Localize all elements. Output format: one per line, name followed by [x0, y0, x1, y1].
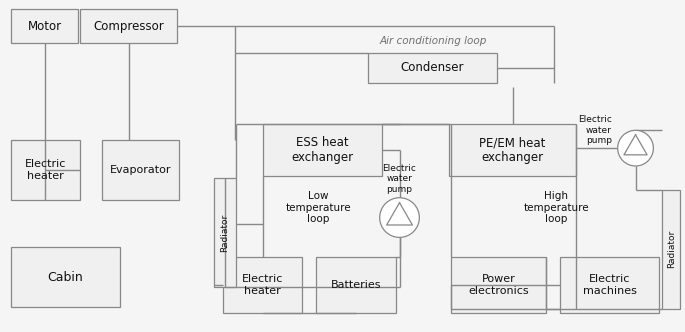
- FancyBboxPatch shape: [560, 257, 660, 313]
- Text: Compressor: Compressor: [93, 20, 164, 33]
- Text: Low
temperature
loop: Low temperature loop: [286, 191, 351, 224]
- Text: Batteries: Batteries: [331, 280, 381, 290]
- Circle shape: [618, 130, 653, 166]
- Text: Motor: Motor: [27, 20, 62, 33]
- Text: Condenser: Condenser: [401, 61, 464, 74]
- Text: Radiator: Radiator: [667, 230, 675, 269]
- FancyBboxPatch shape: [262, 124, 382, 176]
- Text: PE/EM heat
exchanger: PE/EM heat exchanger: [479, 136, 546, 164]
- Text: Electric
heater: Electric heater: [242, 274, 284, 296]
- Text: Air conditioning loop: Air conditioning loop: [379, 36, 487, 46]
- FancyBboxPatch shape: [11, 140, 80, 200]
- FancyBboxPatch shape: [80, 9, 177, 43]
- Text: Radiator: Radiator: [221, 213, 229, 252]
- FancyBboxPatch shape: [11, 9, 78, 43]
- FancyBboxPatch shape: [214, 178, 236, 287]
- FancyBboxPatch shape: [102, 140, 179, 200]
- FancyBboxPatch shape: [451, 257, 546, 313]
- FancyBboxPatch shape: [223, 257, 302, 313]
- Text: ESS heat
exchanger: ESS heat exchanger: [291, 136, 353, 164]
- Text: Electric
water
pump: Electric water pump: [383, 164, 416, 194]
- Circle shape: [379, 198, 419, 237]
- Text: Cabin: Cabin: [47, 271, 83, 284]
- FancyBboxPatch shape: [11, 247, 120, 307]
- Text: Electric
heater: Electric heater: [25, 159, 66, 181]
- FancyBboxPatch shape: [662, 190, 680, 309]
- Text: High
temperature
loop: High temperature loop: [523, 191, 589, 224]
- Text: Electric
water
pump: Electric water pump: [578, 116, 612, 145]
- Text: Evaporator: Evaporator: [110, 165, 171, 175]
- Text: Power
electronics: Power electronics: [469, 274, 529, 296]
- FancyBboxPatch shape: [449, 124, 576, 176]
- FancyBboxPatch shape: [316, 257, 395, 313]
- Text: Electric
machines: Electric machines: [583, 274, 636, 296]
- FancyBboxPatch shape: [368, 53, 497, 83]
